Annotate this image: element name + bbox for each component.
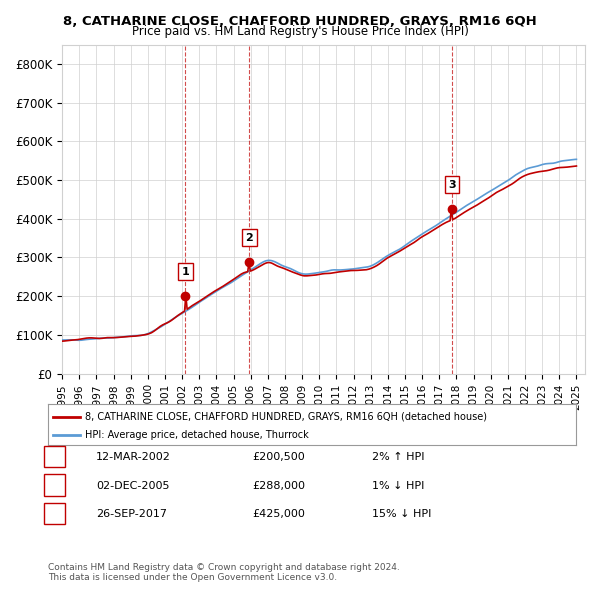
Text: 2% ↑ HPI: 2% ↑ HPI <box>372 453 425 462</box>
Text: 1% ↓ HPI: 1% ↓ HPI <box>372 481 424 490</box>
Text: 8, CATHARINE CLOSE, CHAFFORD HUNDRED, GRAYS, RM16 6QH (detached house): 8, CATHARINE CLOSE, CHAFFORD HUNDRED, GR… <box>85 412 487 421</box>
Text: 8, CATHARINE CLOSE, CHAFFORD HUNDRED, GRAYS, RM16 6QH: 8, CATHARINE CLOSE, CHAFFORD HUNDRED, GR… <box>63 15 537 28</box>
Text: 3: 3 <box>448 180 455 189</box>
Text: 3: 3 <box>51 509 58 519</box>
Text: 26-SEP-2017: 26-SEP-2017 <box>96 509 167 519</box>
Text: 15% ↓ HPI: 15% ↓ HPI <box>372 509 431 519</box>
Text: 12-MAR-2002: 12-MAR-2002 <box>96 453 171 462</box>
Text: £200,500: £200,500 <box>252 453 305 462</box>
Text: 02-DEC-2005: 02-DEC-2005 <box>96 481 170 490</box>
Text: 2: 2 <box>51 481 58 490</box>
Text: £288,000: £288,000 <box>252 481 305 490</box>
Text: 1: 1 <box>51 453 58 462</box>
Text: This data is licensed under the Open Government Licence v3.0.: This data is licensed under the Open Gov… <box>48 573 337 582</box>
Text: 1: 1 <box>181 267 189 277</box>
Text: Contains HM Land Registry data © Crown copyright and database right 2024.: Contains HM Land Registry data © Crown c… <box>48 563 400 572</box>
Text: 2: 2 <box>245 232 253 242</box>
Text: £425,000: £425,000 <box>252 509 305 519</box>
Text: HPI: Average price, detached house, Thurrock: HPI: Average price, detached house, Thur… <box>85 430 309 440</box>
Text: Price paid vs. HM Land Registry's House Price Index (HPI): Price paid vs. HM Land Registry's House … <box>131 25 469 38</box>
